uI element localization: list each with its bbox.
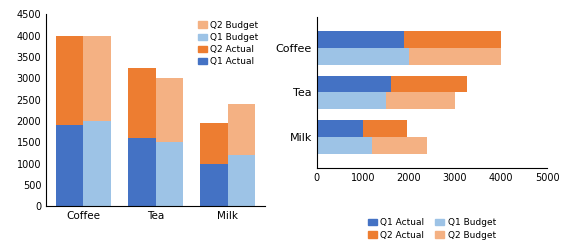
Bar xyxy=(156,78,183,142)
Bar xyxy=(317,48,409,65)
Bar xyxy=(317,31,404,48)
Bar xyxy=(372,137,427,154)
Bar xyxy=(391,76,467,92)
Bar xyxy=(200,164,228,206)
Legend: Q1 Actual, Q2 Actual, Q1 Budget, Q2 Budget: Q1 Actual, Q2 Actual, Q1 Budget, Q2 Budg… xyxy=(364,215,500,240)
Legend: Q2 Budget, Q1 Budget, Q2 Actual, Q1 Actual: Q2 Budget, Q1 Budget, Q2 Actual, Q1 Actu… xyxy=(196,19,260,68)
Bar xyxy=(56,125,84,206)
Bar xyxy=(200,123,228,164)
Bar xyxy=(404,31,501,48)
Bar xyxy=(128,138,156,206)
Bar xyxy=(128,68,156,138)
Bar xyxy=(228,104,255,155)
Bar xyxy=(317,137,372,154)
Bar xyxy=(84,121,111,206)
Bar xyxy=(56,36,84,125)
Bar xyxy=(317,120,363,137)
Bar xyxy=(363,120,407,137)
Bar xyxy=(386,92,455,109)
Bar xyxy=(84,36,111,121)
Bar xyxy=(409,48,501,65)
Bar xyxy=(317,92,386,109)
Bar xyxy=(317,76,391,92)
Bar xyxy=(228,155,255,206)
Bar xyxy=(156,142,183,206)
